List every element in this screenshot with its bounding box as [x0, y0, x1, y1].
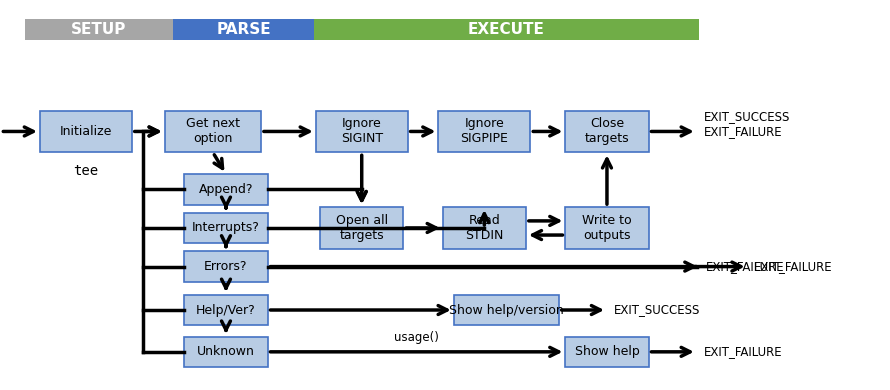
- Text: PARSE: PARSE: [216, 22, 271, 37]
- Text: Errors?: Errors?: [204, 260, 247, 273]
- Text: Ignore
SIGINT: Ignore SIGINT: [341, 117, 383, 145]
- FancyBboxPatch shape: [565, 207, 649, 249]
- Text: Show help: Show help: [575, 345, 639, 358]
- FancyBboxPatch shape: [439, 110, 530, 152]
- Text: EXIT_FAILURE: EXIT_FAILURE: [706, 260, 784, 273]
- FancyBboxPatch shape: [25, 19, 174, 40]
- FancyBboxPatch shape: [184, 337, 268, 367]
- Text: EXIT_SUCCESS
EXIT_FAILURE: EXIT_SUCCESS EXIT_FAILURE: [704, 110, 790, 138]
- FancyBboxPatch shape: [316, 110, 408, 152]
- Text: EXECUTE: EXECUTE: [468, 22, 545, 37]
- Text: SETUP: SETUP: [71, 22, 126, 37]
- Text: EXIT_SUCCESS: EXIT_SUCCESS: [614, 303, 700, 317]
- Text: Close
targets: Close targets: [585, 117, 629, 145]
- Text: Unknown: Unknown: [197, 345, 255, 358]
- Text: Interrupts?: Interrupts?: [192, 222, 260, 234]
- Text: Ignore
SIGPIPE: Ignore SIGPIPE: [460, 117, 508, 145]
- FancyBboxPatch shape: [40, 110, 132, 152]
- FancyBboxPatch shape: [313, 19, 699, 40]
- FancyBboxPatch shape: [165, 110, 261, 152]
- Text: Get next
option: Get next option: [186, 117, 239, 145]
- FancyBboxPatch shape: [184, 295, 268, 325]
- FancyBboxPatch shape: [454, 295, 559, 325]
- Text: tee: tee: [73, 164, 99, 177]
- FancyBboxPatch shape: [184, 213, 268, 243]
- Text: Help/Ver?: Help/Ver?: [196, 303, 255, 317]
- Text: usage(): usage(): [394, 331, 439, 344]
- Text: Append?: Append?: [198, 183, 254, 196]
- Text: Write to
outputs: Write to outputs: [582, 214, 632, 242]
- FancyBboxPatch shape: [320, 207, 403, 249]
- Text: Open all
targets: Open all targets: [336, 214, 388, 242]
- Text: EXIT_FAILURE: EXIT_FAILURE: [704, 345, 782, 358]
- FancyBboxPatch shape: [184, 251, 268, 282]
- Text: EXIT_FAILURE: EXIT_FAILURE: [754, 260, 832, 273]
- FancyBboxPatch shape: [174, 19, 313, 40]
- FancyBboxPatch shape: [442, 207, 526, 249]
- Text: Initialize: Initialize: [60, 125, 112, 138]
- FancyBboxPatch shape: [565, 337, 649, 367]
- Text: Read
STDIN: Read STDIN: [465, 214, 504, 242]
- Text: Show help/version: Show help/version: [449, 303, 563, 317]
- FancyBboxPatch shape: [184, 174, 268, 205]
- FancyBboxPatch shape: [565, 110, 649, 152]
